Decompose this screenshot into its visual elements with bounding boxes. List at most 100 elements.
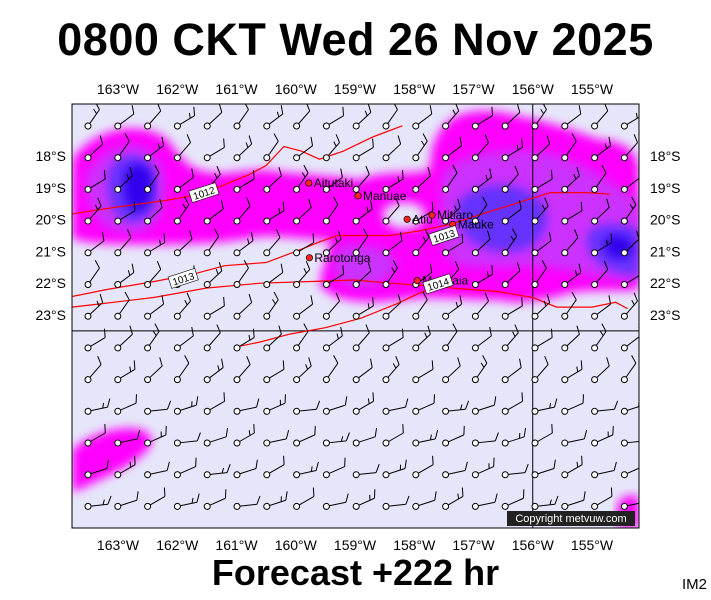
wind-barb bbox=[144, 260, 162, 288]
wind-barb bbox=[173, 134, 191, 162]
wind-barb bbox=[173, 196, 190, 225]
wind-barb bbox=[293, 164, 309, 193]
wind-barb bbox=[263, 201, 285, 225]
wind-barb bbox=[561, 201, 583, 225]
wind-barb bbox=[114, 491, 139, 510]
wind-barb bbox=[412, 455, 434, 479]
wind-barb bbox=[620, 230, 639, 257]
wind-barb bbox=[114, 291, 130, 320]
wind-barb bbox=[322, 106, 345, 130]
wind-barb bbox=[84, 459, 109, 479]
image-code: IM2 bbox=[682, 576, 708, 593]
wind-barb bbox=[293, 136, 314, 162]
wind-barb bbox=[591, 136, 612, 162]
wind-barb bbox=[442, 136, 463, 162]
wind-barb bbox=[203, 200, 224, 225]
map-title: 0800 CKT Wed 26 Nov 2025 bbox=[57, 14, 654, 65]
wind-barb bbox=[233, 231, 254, 257]
wind-barb bbox=[114, 325, 133, 352]
wind-barb bbox=[352, 262, 372, 288]
wind-barb bbox=[233, 293, 253, 320]
wind-barb bbox=[84, 104, 100, 130]
wind-barb bbox=[471, 230, 491, 257]
lat-label: 18°S bbox=[35, 148, 66, 164]
wind-barb bbox=[263, 360, 285, 384]
wind-barb bbox=[620, 292, 638, 320]
wind-barb bbox=[233, 424, 255, 447]
wind-barb bbox=[203, 296, 225, 320]
lon-label: 158°W bbox=[393, 537, 436, 553]
lon-label: 161°W bbox=[215, 81, 258, 97]
wind-barb bbox=[412, 325, 431, 352]
wind-barb bbox=[84, 495, 112, 510]
lon-label: 159°W bbox=[334, 537, 377, 553]
wind-barb bbox=[501, 138, 523, 162]
wind-barb bbox=[382, 170, 404, 193]
wind-barb bbox=[233, 398, 260, 415]
town-mitiaro: Mitiaro bbox=[428, 208, 473, 222]
wind-barb bbox=[114, 394, 137, 415]
map-frame bbox=[71, 103, 640, 529]
town-dot bbox=[305, 179, 313, 187]
wind-barb bbox=[531, 260, 547, 288]
wind-barb bbox=[531, 170, 553, 193]
wind-barb bbox=[561, 455, 583, 479]
wind-barb bbox=[412, 133, 428, 162]
lat-label: 18°S bbox=[650, 148, 681, 164]
wind-barb bbox=[293, 487, 315, 510]
wind-barb bbox=[173, 168, 194, 193]
wind-barb bbox=[352, 138, 374, 162]
wind-barb bbox=[501, 228, 518, 257]
wind-barb bbox=[412, 394, 435, 415]
town-rarotonga: Rarotonga bbox=[305, 251, 371, 265]
lat-label: 19°S bbox=[35, 180, 66, 196]
wind-barb bbox=[382, 424, 404, 447]
wind-barb bbox=[561, 491, 586, 510]
wind-barb bbox=[114, 105, 135, 130]
lon-label: 158°W bbox=[393, 81, 436, 97]
wind-barb bbox=[561, 133, 577, 162]
wind-barb bbox=[173, 106, 196, 130]
wind-barb bbox=[293, 461, 319, 479]
wind-barb bbox=[471, 265, 494, 288]
town-aitutaki: Aitutaki bbox=[305, 176, 353, 190]
wind-barb bbox=[591, 323, 607, 352]
wind-barb bbox=[591, 400, 619, 415]
wind-barb bbox=[84, 293, 104, 320]
wind-barb bbox=[442, 425, 465, 447]
wind-barb bbox=[442, 400, 470, 415]
wind-barb bbox=[501, 392, 524, 415]
wind-barb bbox=[263, 263, 284, 288]
wind-barb bbox=[114, 229, 132, 257]
wind-barb bbox=[322, 493, 349, 510]
town-dot bbox=[428, 211, 436, 219]
wind-barb bbox=[233, 260, 249, 288]
wind-barb bbox=[144, 136, 165, 162]
wind-barb bbox=[293, 260, 311, 288]
wind-barb bbox=[501, 324, 519, 352]
wind-barb bbox=[352, 228, 369, 257]
town-label: Mitiaro bbox=[437, 208, 473, 222]
wind-barb bbox=[293, 233, 315, 257]
wind-barb bbox=[531, 104, 547, 130]
wind-barb bbox=[322, 168, 343, 193]
town-dot bbox=[305, 254, 313, 262]
wind-barb bbox=[412, 105, 433, 130]
wind-barb bbox=[144, 164, 160, 193]
wind-barb bbox=[620, 196, 637, 225]
wind-barb bbox=[382, 328, 404, 352]
wind-barb bbox=[382, 459, 407, 479]
wind-barb bbox=[471, 168, 492, 193]
lat-label: 20°S bbox=[650, 212, 681, 228]
lon-label: 162°W bbox=[156, 537, 199, 553]
wind-barb bbox=[352, 427, 378, 447]
wind-barb bbox=[501, 200, 522, 225]
wind-barb bbox=[471, 196, 488, 225]
wind-barb bbox=[591, 295, 612, 320]
wind-barb bbox=[531, 328, 553, 352]
wind-barb bbox=[352, 165, 370, 193]
wind-barb bbox=[173, 230, 193, 257]
wind-barb bbox=[203, 228, 220, 257]
wind-barb bbox=[412, 201, 434, 225]
lon-label: 155°W bbox=[571, 81, 614, 97]
